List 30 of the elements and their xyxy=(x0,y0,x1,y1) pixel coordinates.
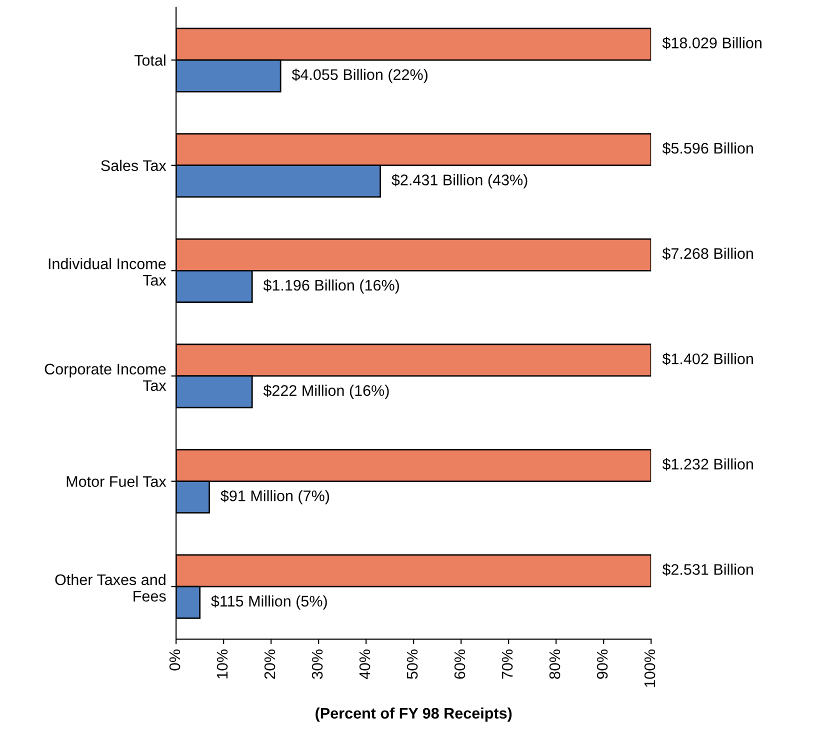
x-tick-label: 40% xyxy=(359,650,370,680)
text: $5.596 Billion xyxy=(662,142,753,155)
x-axis-title: (Percent of FY 98 Receipts) xyxy=(316,707,512,722)
y-tick-label: Individual Income Tax xyxy=(48,258,166,286)
x-tick-label: 60% xyxy=(454,650,466,679)
y-tick-label: Corporate Income Tax xyxy=(44,364,166,391)
data-label: $2.431 Billion (43%) xyxy=(392,174,528,188)
x-tick-label: 80% xyxy=(549,650,560,679)
text: $18.029 Billion xyxy=(662,36,762,50)
x-tick-label: 10% xyxy=(216,650,228,678)
y-tick-label: Sales Tax xyxy=(101,160,166,172)
data-label: $91 Million (7%) xyxy=(220,490,330,504)
text: $1.232 Billion xyxy=(662,458,753,470)
x-tick-label: 70% xyxy=(502,650,513,679)
y-tick-label: Other Taxes and Fees xyxy=(55,574,166,602)
x-tick-label: 0% xyxy=(169,650,180,670)
text: $2.531 Billion xyxy=(662,563,753,576)
data-label: $222 Million (16%) xyxy=(263,384,389,399)
x-tick-label: 50% xyxy=(406,650,418,679)
text: $1.402 Billion xyxy=(662,352,753,366)
x-tick-label: 90% xyxy=(596,650,608,679)
text: $7.268 Billion xyxy=(662,248,753,260)
data-label: $1.196 Billion (16%) xyxy=(263,279,399,294)
x-tick-label: 30% xyxy=(312,650,323,679)
y-tick-label: Total xyxy=(134,54,166,66)
x-tick-label: 20% xyxy=(264,650,276,679)
x-tick-label: 100% xyxy=(644,650,656,687)
y-tick-label: Motor Fuel Tax xyxy=(66,476,166,487)
data-label: $115 Million (5%) xyxy=(211,595,327,610)
data-label: $4.055 Billion (22%) xyxy=(292,68,428,84)
